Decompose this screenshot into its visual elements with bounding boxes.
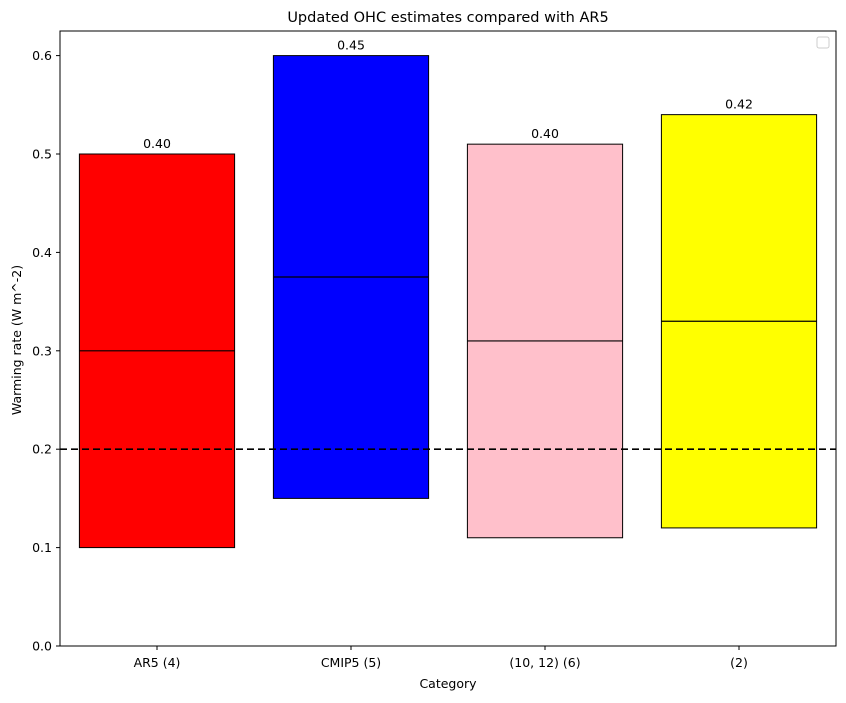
x-tick-label: CMIP5 (5): [321, 655, 381, 670]
x-tick-label: (10, 12) (6): [509, 655, 580, 670]
chart-title: Updated OHC estimates compared with AR5: [287, 10, 608, 26]
y-tick-label: 0.2: [32, 442, 52, 457]
y-axis-label: Warming rate (W m^-2): [9, 265, 24, 415]
data-label: 0.40: [143, 136, 171, 151]
data-label: 0.45: [337, 38, 365, 53]
legend-box: [816, 36, 830, 49]
plot-frame: [59, 30, 837, 647]
y-tick-label: 0.1: [32, 540, 52, 555]
y-tick-label: 0.6: [32, 48, 52, 63]
y-tick-label: 0.5: [32, 147, 52, 162]
y-tick-label: 0.4: [32, 245, 52, 260]
y-tick-label: 0.3: [32, 343, 52, 358]
chart-marks: 0.40 0.45 0.40 0.42 0.0 0.1 0.2 0.3 0.4 0.5 0.6 AR5…: [32, 30, 837, 670]
data-label: 0.40: [531, 126, 559, 141]
y-tick-label: 0.0: [32, 639, 52, 654]
x-axis-label: Category: [419, 676, 477, 691]
x-tick-label: (2): [730, 655, 748, 670]
x-tick-label: AR5 (4): [134, 655, 181, 670]
data-label: 0.42: [725, 97, 753, 112]
